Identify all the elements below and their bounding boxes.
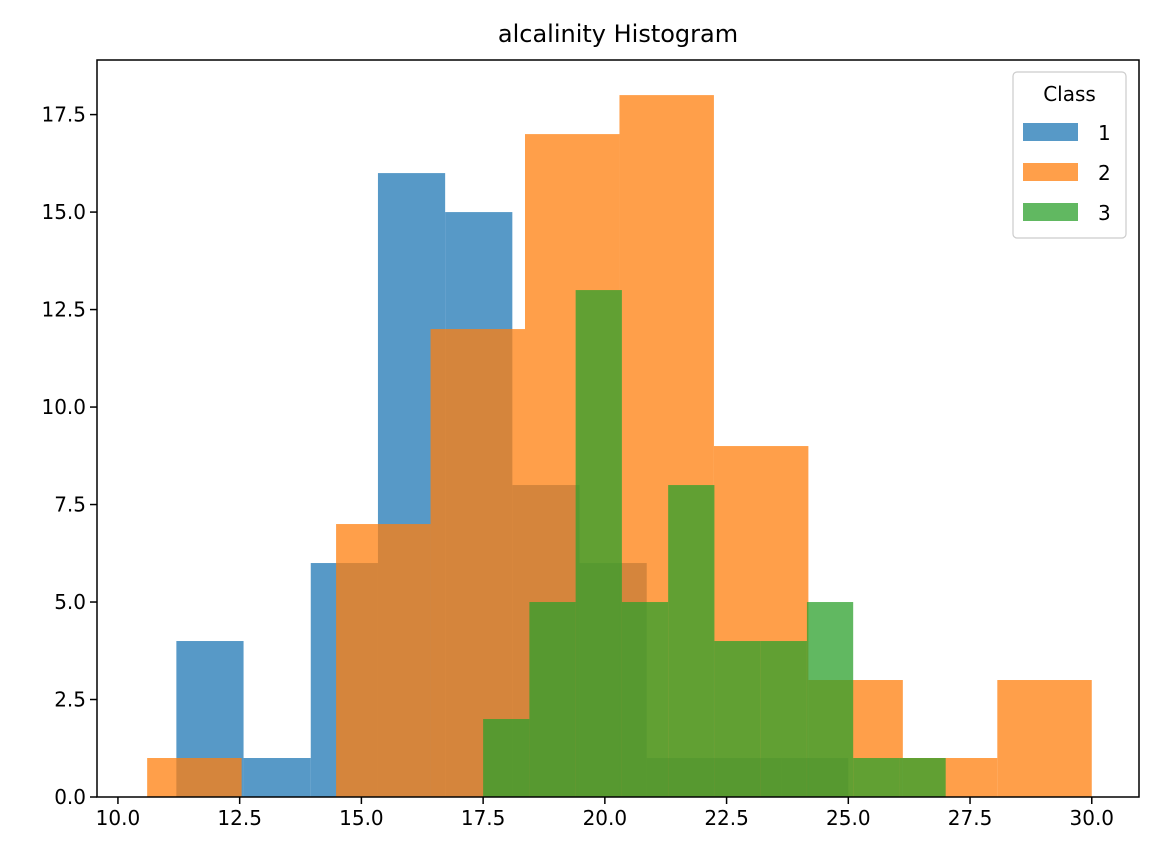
legend-title: Class [1043, 82, 1096, 106]
legend: Class 1 2 3 [1012, 71, 1127, 239]
bar-series-3-bin-7 [760, 641, 807, 797]
legend-swatch [1023, 123, 1078, 141]
series-3-bars [483, 290, 946, 797]
legend-box [1012, 71, 1127, 239]
legend-label: 3 [1098, 201, 1111, 225]
y-tick-label: 5.0 [54, 590, 86, 614]
bar-series-3-bin-3 [575, 290, 622, 797]
bar-series-3-bin-1 [483, 719, 530, 797]
y-tick-label: 0.0 [54, 785, 86, 809]
bar-series-3-bin-6 [714, 641, 761, 797]
bar-series-2-bin-10 [997, 680, 1092, 797]
x-tick-label: 30.0 [1070, 806, 1115, 830]
x-tick-label: 17.5 [461, 806, 506, 830]
y-tick-label: 12.5 [41, 298, 86, 322]
bars-layer [147, 95, 1092, 798]
bar-series-2-bin-1 [147, 758, 242, 797]
x-tick-label: 25.0 [826, 806, 871, 830]
bar-series-3-bin-8 [806, 602, 854, 797]
x-tick-label: 10.0 [96, 806, 141, 830]
axes-frame [96, 59, 1140, 798]
legend-label: 2 [1098, 161, 1111, 185]
y-tick-label: 2.5 [54, 688, 86, 712]
y-tick-label: 17.5 [41, 103, 86, 127]
legend-label: 1 [1098, 121, 1111, 145]
bar-series-3-bin-4 [621, 602, 669, 797]
x-tick-label: 15.0 [339, 806, 384, 830]
chart-title: alcalinity Histogram [498, 20, 738, 48]
bar-series-3-bin-9 [853, 758, 900, 797]
x-tick-label: 27.5 [948, 806, 993, 830]
y-tick-label: 7.5 [54, 493, 86, 517]
legend-item-1: 1 [1023, 121, 1111, 145]
legend-swatch [1023, 203, 1078, 221]
bar-series-3-bin-2 [529, 602, 576, 797]
legend-swatch [1023, 163, 1078, 181]
x-axis: 10.0 12.5 15.0 17.5 20.0 22.5 25.0 27.5 30.0 [96, 797, 1114, 830]
bar-series-1-bin-2 [243, 758, 311, 797]
y-tick-label: 10.0 [41, 395, 86, 419]
legend-items: 1 2 3 [1023, 121, 1111, 225]
y-tick-label: 15.0 [41, 200, 86, 224]
bar-series-3-bin-10 [899, 758, 946, 797]
bar-series-2-bin-3 [336, 524, 431, 797]
legend-item-3: 3 [1023, 201, 1111, 225]
y-axis: 0.0 2.5 5.0 7.5 10.0 12.5 15.0 17.5 [41, 103, 97, 809]
x-tick-label: 22.5 [704, 806, 749, 830]
x-tick-label: 12.5 [217, 806, 262, 830]
legend-item-2: 2 [1023, 161, 1111, 185]
x-tick-label: 20.0 [583, 806, 628, 830]
bar-series-3-bin-5 [668, 485, 715, 797]
